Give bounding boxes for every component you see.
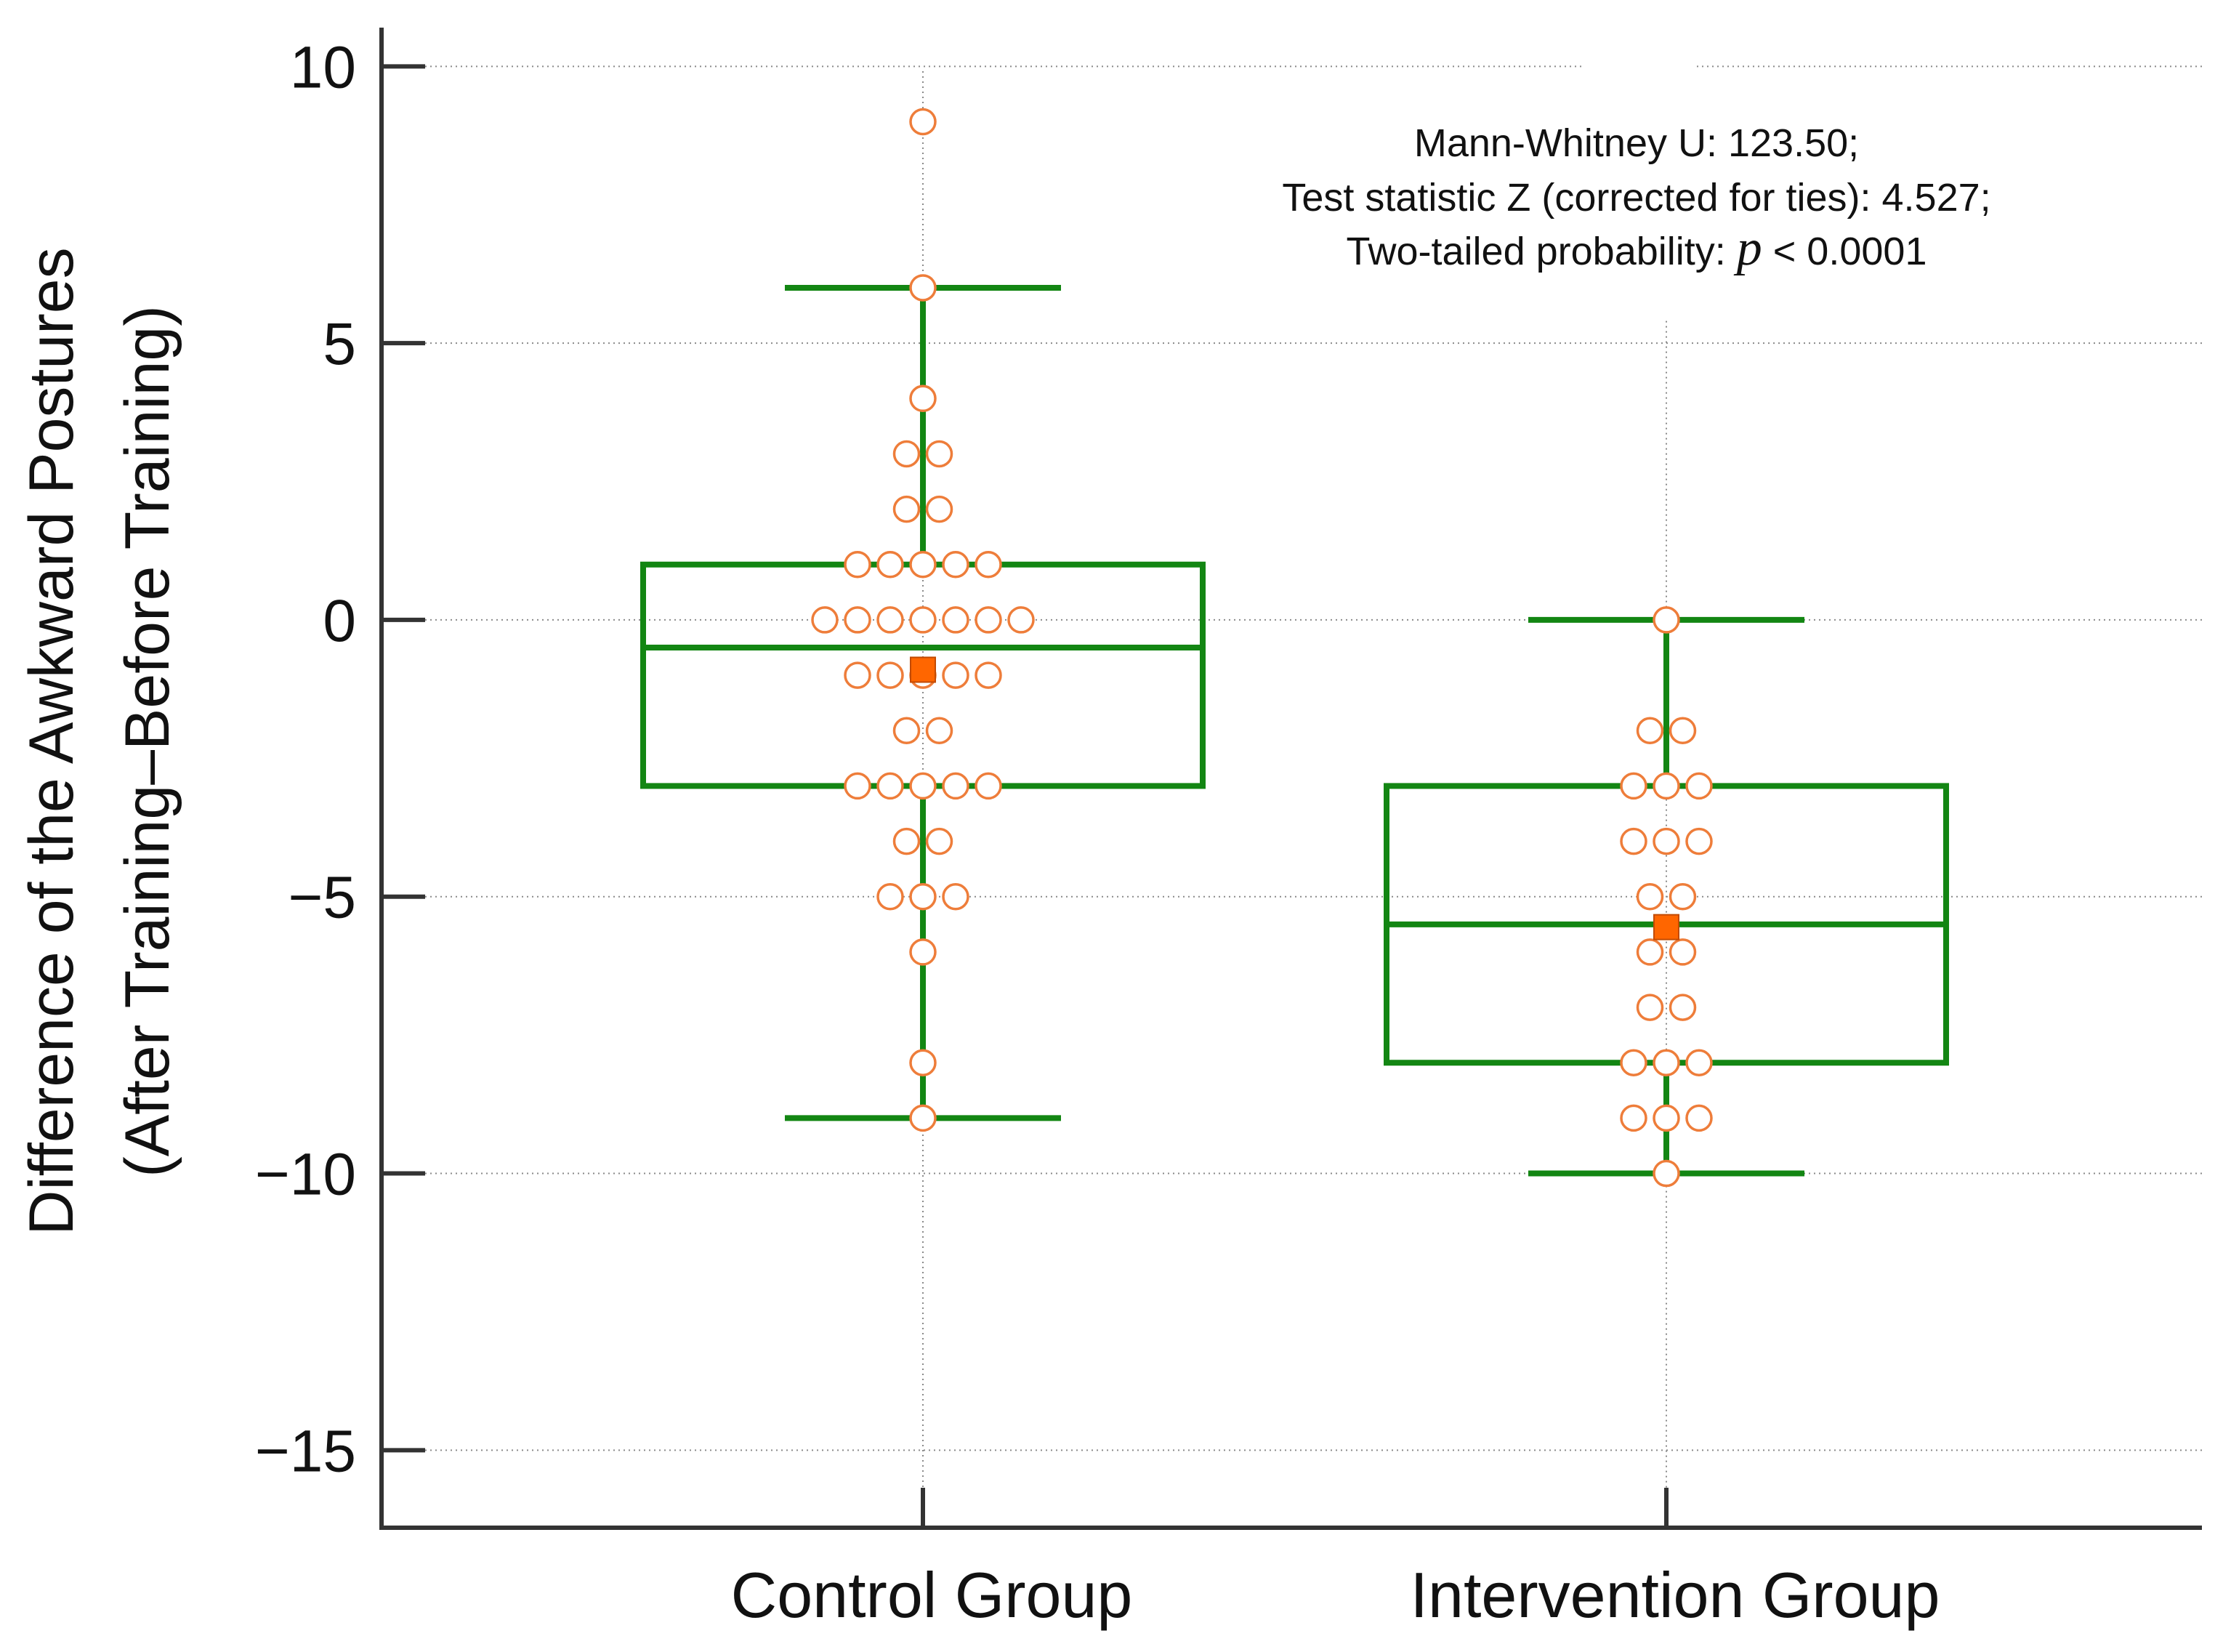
data-points: [811, 108, 1713, 1188]
data-point: [1669, 882, 1697, 911]
data-point: [925, 827, 953, 855]
annotation-line-3: Two-tailed probability: p < 0.0001: [1347, 220, 1927, 276]
mean-marker: [910, 656, 936, 683]
y-tick-label: 10: [290, 34, 356, 100]
data-point: [1669, 994, 1697, 1021]
annotation-p-symbol: p: [1733, 220, 1762, 276]
data-point: [1653, 827, 1680, 855]
data-point: [975, 606, 1002, 634]
data-point: [942, 661, 969, 689]
data-point: [1685, 1049, 1713, 1076]
data-point: [925, 495, 953, 523]
data-point: [942, 606, 969, 634]
data-point: [975, 551, 1002, 579]
mean-marker: [1653, 914, 1679, 940]
statistics-annotation: Mann-Whitney U: 123.50; Test statistic Z…: [1282, 121, 1990, 276]
data-point: [876, 606, 904, 634]
data-point: [1653, 772, 1680, 800]
y-axis-title-line2: (After Training–Before Training): [113, 305, 182, 1177]
data-point: [844, 661, 871, 689]
data-point: [892, 495, 921, 523]
annotation-line-3-prefix: Two-tailed probability:: [1347, 230, 1737, 273]
data-point: [844, 551, 871, 579]
data-point: [942, 772, 969, 800]
data-point: [876, 661, 904, 689]
data-point: [909, 882, 937, 911]
data-point: [925, 440, 953, 468]
data-point: [892, 717, 921, 745]
data-point: [1620, 772, 1647, 800]
data-point: [1620, 1104, 1647, 1132]
data-point: [942, 882, 969, 911]
data-point: [975, 661, 1002, 689]
y-tick-label: −10: [255, 1142, 356, 1208]
x-category-label: Control Group: [731, 1559, 1133, 1631]
y-tick-label: 0: [323, 588, 356, 654]
data-point: [909, 108, 937, 136]
y-tick-label: −5: [289, 865, 357, 931]
annotation-line-3-suffix: < 0.0001: [1762, 230, 1927, 273]
data-point: [1685, 772, 1713, 800]
annotation-line-1: Mann-Whitney U: 123.50;: [1414, 121, 1859, 165]
data-point: [844, 772, 871, 800]
data-point: [1653, 1049, 1680, 1076]
axes: [379, 28, 2202, 1530]
data-point: [1007, 606, 1035, 634]
y-axis-title-line1: Difference of the Awkward Postures: [17, 247, 86, 1235]
data-point: [1636, 994, 1664, 1021]
x-ticks: Control Group Intervention Group: [731, 1488, 1940, 1631]
annotation-line-2: Test statistic Z (corrected for ties): 4…: [1282, 176, 1990, 219]
data-point: [942, 551, 969, 579]
data-point: [876, 882, 904, 911]
data-point: [909, 551, 937, 579]
data-point: [975, 772, 1002, 800]
box-plots: [640, 284, 1949, 1177]
data-point: [909, 384, 937, 413]
data-point: [1669, 938, 1697, 966]
data-point: [909, 1104, 937, 1132]
data-point: [909, 274, 937, 302]
data-point: [1620, 1049, 1647, 1076]
data-point: [1636, 717, 1664, 745]
y-ticks: 10 5 0 −5 −10 −15: [255, 34, 425, 1484]
data-point: [1653, 1159, 1680, 1188]
data-point: [1685, 1104, 1713, 1132]
data-point: [876, 551, 904, 579]
data-point: [844, 606, 871, 634]
data-point: [1653, 606, 1680, 634]
data-point: [1620, 827, 1647, 855]
data-point: [811, 606, 839, 634]
data-point: [909, 772, 937, 800]
grid-lines: [425, 65, 2202, 1528]
y-tick-label: −15: [255, 1418, 356, 1484]
y-tick-label: 5: [323, 311, 356, 377]
data-point: [909, 606, 937, 634]
data-point: [1636, 882, 1664, 911]
data-point: [892, 440, 921, 468]
x-category-label: Intervention Group: [1411, 1559, 1940, 1631]
annotation-gap-mask: [1584, 58, 1693, 80]
data-point: [925, 717, 953, 745]
data-point: [909, 1049, 937, 1076]
data-point: [909, 938, 937, 966]
data-point: [1636, 938, 1664, 966]
data-point: [1653, 1104, 1680, 1132]
data-point: [1669, 717, 1697, 745]
data-point: [876, 772, 904, 800]
data-point: [1685, 827, 1713, 855]
data-point: [892, 827, 921, 855]
